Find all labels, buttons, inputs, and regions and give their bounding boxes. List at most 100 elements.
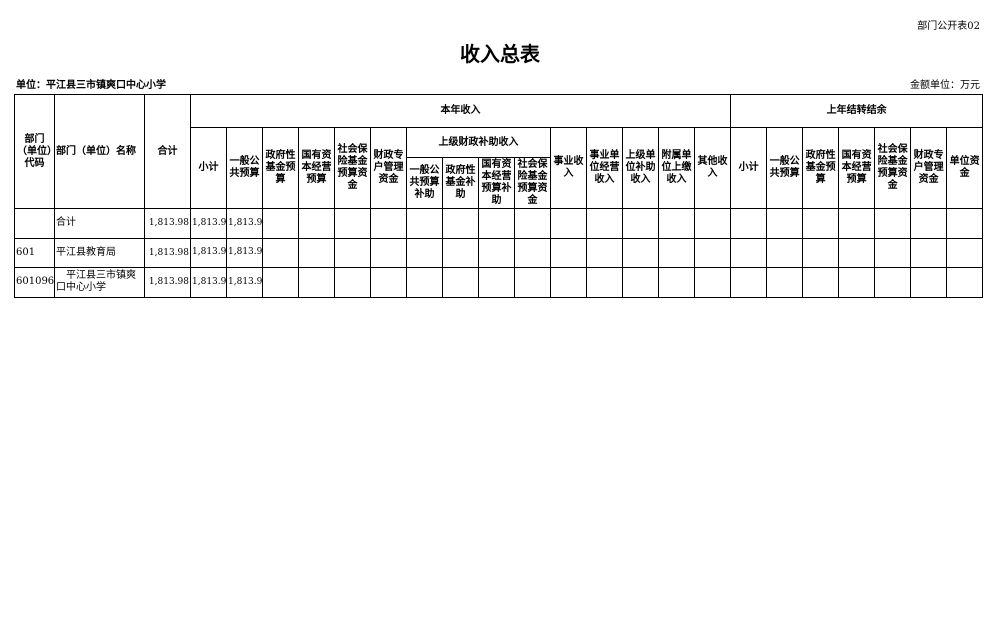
cell-name: 合计 (54, 208, 145, 239)
cell-empty (874, 237, 912, 268)
cell-empty (802, 208, 840, 239)
cell-empty (838, 267, 876, 298)
cell-empty (874, 267, 912, 298)
cell-empty (370, 208, 407, 239)
header-subtotal: 小计 (190, 127, 227, 209)
header-name: 部门（单位）名称 (54, 94, 145, 209)
cell-empty (406, 208, 443, 239)
header-prior-social: 社会保险基金预算资金 (874, 127, 912, 209)
cell-empty (586, 237, 623, 268)
cell-empty (514, 208, 551, 239)
header-superior-subsidy: 上级财政补助收入 (406, 127, 551, 158)
cell-empty (478, 208, 515, 239)
cell-general-budget: 1,813.98 (226, 208, 263, 239)
cell-empty (730, 237, 768, 268)
cell-empty (586, 267, 623, 298)
header-sub-gov-fund: 政府性基金补助 (442, 157, 479, 209)
header-business-operating: 事业单位经营收入 (586, 127, 623, 209)
header-current-year: 本年收入 (189, 94, 732, 128)
cell-total: 1,813.98 (144, 267, 191, 298)
cell-empty (478, 237, 515, 268)
cell-empty (514, 237, 551, 268)
cell-empty (910, 267, 948, 298)
cell-empty (550, 267, 587, 298)
cell-total: 1,813.98 (144, 237, 191, 268)
cell-empty (442, 208, 479, 239)
cell-empty (586, 208, 623, 239)
cell-empty (442, 267, 479, 298)
cell-empty (334, 237, 371, 268)
header-sub-state-capital: 国有资本经营预算补助 (478, 157, 515, 209)
header-sub-social: 社会保险基金预算资金 (514, 157, 551, 209)
cell-code: 601 (14, 237, 55, 268)
cell-empty (334, 267, 371, 298)
cell-empty (550, 208, 587, 239)
cell-empty (514, 267, 551, 298)
cell-empty (730, 267, 768, 298)
cell-empty (766, 208, 804, 239)
cell-empty (946, 208, 984, 239)
cell-name: 平江县教育局 (54, 237, 145, 268)
cell-empty (622, 237, 659, 268)
cell-empty (802, 237, 840, 268)
cell-empty (946, 237, 984, 268)
cell-empty (442, 237, 479, 268)
cell-empty (838, 237, 876, 268)
cell-empty (693, 237, 732, 268)
cell-empty (406, 237, 443, 268)
header-gov-fund: 政府性基金预算 (262, 127, 299, 209)
header-prior-year: 上年结转结余 (730, 94, 984, 128)
header-business-income: 事业收入 (550, 127, 587, 209)
header-prior-subtotal: 小计 (730, 127, 768, 209)
header-social-security: 社会保险基金预算资金 (334, 127, 371, 209)
cell-empty (766, 237, 804, 268)
cell-empty (370, 267, 407, 298)
cell-code: 601096 (14, 267, 55, 298)
header-prior-state-capital: 国有资本经营预算 (838, 127, 876, 209)
cell-empty (622, 208, 659, 239)
cell-empty (550, 237, 587, 268)
cell-empty (693, 267, 732, 298)
header-affiliated: 附属单位上缴收入 (658, 127, 695, 209)
header-sub-general: 一般公共预算补助 (406, 157, 443, 209)
cell-empty (838, 208, 876, 239)
header-prior-fiscal-special: 财政专户管理资金 (910, 127, 948, 209)
cell-empty (910, 237, 948, 268)
header-general-budget: 一般公共预算 (226, 127, 263, 209)
table-row: 601096 平江县三市镇爽口中心小学1,813.981,813.981,813… (14, 267, 984, 298)
table-row: 合计1,813.981,813.981,813.98 (14, 208, 984, 239)
cell-empty (262, 267, 299, 298)
cell-empty (262, 237, 299, 268)
header-prior-gov-fund: 政府性基金预算 (802, 127, 840, 209)
cell-empty (874, 208, 912, 239)
cell-empty (334, 208, 371, 239)
cell-empty (766, 267, 804, 298)
cell-empty (693, 208, 732, 239)
page-title: 收入总表 (460, 42, 540, 66)
cell-subtotal: 1,813.98 (190, 237, 227, 268)
cell-empty (298, 237, 335, 268)
money-unit-label: 金额单位：万元 (910, 80, 980, 91)
cell-empty (802, 267, 840, 298)
cell-total: 1,813.98 (144, 208, 191, 239)
cell-subtotal: 1,813.98 (190, 208, 227, 239)
cell-empty (370, 237, 407, 268)
cell-code (14, 208, 55, 239)
cell-empty (298, 208, 335, 239)
cell-empty (658, 267, 695, 298)
unit-label: 单位：平江县三市镇爽口中心小学 (16, 80, 166, 91)
cell-name: 平江县三市镇爽口中心小学 (54, 267, 145, 298)
cell-empty (730, 208, 768, 239)
income-summary-table: 部门（单位）代码 部门（单位）名称 合计 本年收入 上年结转结余 小计 一般公共… (14, 94, 984, 298)
cell-empty (946, 267, 984, 298)
header-other: 其他收入 (693, 127, 732, 209)
cell-empty (262, 208, 299, 239)
cell-empty (658, 237, 695, 268)
cell-general-budget: 1,813.98 (226, 267, 263, 298)
cell-subtotal: 1,813.98 (190, 267, 227, 298)
cell-empty (478, 267, 515, 298)
cell-empty (406, 267, 443, 298)
header-state-capital: 国有资本经营预算 (298, 127, 335, 209)
header-prior-unit-fund: 单位资金 (946, 127, 984, 209)
header-superior-unit: 上级单位补助收入 (622, 127, 659, 209)
